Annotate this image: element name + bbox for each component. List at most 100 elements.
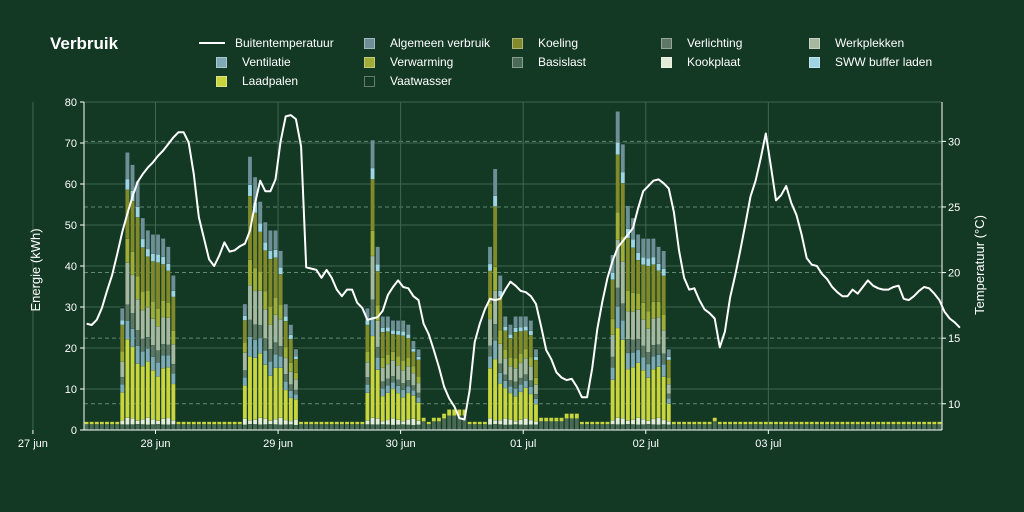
bar-segment-basislast xyxy=(646,424,651,431)
bar-segment-verlichting xyxy=(395,379,401,387)
bar-segment-ventilatie xyxy=(518,384,523,393)
legend-item-kookplaat[interactable]: Kookplaat xyxy=(661,55,740,69)
legend-item-sww-buffer-laden[interactable]: SWW buffer laden xyxy=(809,55,932,69)
bar-segment-vaatwasser xyxy=(125,151,130,153)
bar-segment-vaatwasser xyxy=(666,347,671,350)
bar-segment-basislast xyxy=(865,424,871,431)
bar-segment-basislast xyxy=(283,424,288,431)
bar-segment-laadpalen xyxy=(758,421,763,425)
bar-segment-basislast xyxy=(784,424,789,431)
bar-segment-verlichting xyxy=(528,380,534,387)
bar-segment-verwarming xyxy=(390,351,396,361)
legend-item-laadpalen[interactable]: Laadpalen xyxy=(216,74,298,88)
bar-segment-sww-buffer-laden xyxy=(155,254,161,263)
bar-segment-sww-buffer-laden xyxy=(268,250,273,260)
bar-segment-laadpalen xyxy=(937,421,942,425)
bar-segment-verlichting xyxy=(130,313,135,329)
bar-segment-koeling xyxy=(656,270,661,302)
bar-segment-ventilatie xyxy=(283,381,288,391)
bar-segment-laadpalen xyxy=(840,421,845,425)
bar-segment-algemeen-verbruik xyxy=(385,316,391,328)
tick-label-y-right: 20 xyxy=(948,268,960,280)
bar-segment-vaatwasser xyxy=(161,237,166,239)
bar-segment-verwarming xyxy=(268,305,273,325)
bar-segment-sww-buffer-laden xyxy=(492,195,498,207)
bar-segment-werkplekken xyxy=(390,360,396,377)
bar-segment-algemeen-verbruik xyxy=(523,316,528,327)
bar-segment-werkplekken xyxy=(145,306,150,338)
bar-segment-koeling xyxy=(135,217,140,277)
bar-segment-basislast xyxy=(477,424,482,431)
bar-segment-werkplekken xyxy=(528,366,534,381)
bar-segment-verwarming xyxy=(278,304,283,320)
legend-item-basislast[interactable]: Basislast xyxy=(512,55,586,69)
bar-segment-laadpalen xyxy=(365,392,370,421)
legend-item-verwarming[interactable]: Verwarming xyxy=(364,55,453,69)
bar-segment-verlichting xyxy=(641,345,646,358)
bar-segment-koeling xyxy=(278,273,283,305)
bar-segment-laadpalen xyxy=(860,421,865,425)
bar-segment-laadpalen xyxy=(431,417,436,422)
bar-segment-sww-buffer-laden xyxy=(395,330,401,336)
bar-segment-basislast xyxy=(273,424,278,431)
bar-segment-laadpalen xyxy=(590,421,595,425)
bar-segment-laadpalen xyxy=(130,346,135,419)
bar-segment-verlichting xyxy=(533,393,539,399)
legend-item-vaatwasser[interactable]: Vaatwasser xyxy=(364,74,452,88)
bar-segment-algemeen-verbruik xyxy=(651,238,656,258)
bar-segment-algemeen-verbruik xyxy=(508,324,513,335)
bar-segment-algemeen-verbruik xyxy=(293,348,299,357)
bar-segment-laadpalen xyxy=(549,417,554,422)
bar-segment-ventilatie xyxy=(508,386,513,394)
bar-segment-koeling xyxy=(171,296,176,331)
bar-segment-basislast xyxy=(375,424,380,431)
bar-segment-vaatwasser xyxy=(523,315,528,317)
bar-segment-laadpalen xyxy=(865,421,871,425)
bar-segment-basislast xyxy=(355,424,360,431)
bar-segment-laadpalen xyxy=(237,421,242,425)
bar-segment-werkplekken xyxy=(278,319,283,347)
bar-segment-sww-buffer-laden xyxy=(150,253,156,262)
legend-item-buitentemperatuur[interactable]: Buitentemperatuur xyxy=(199,36,334,50)
legend-item-verlichting[interactable]: Verlichting xyxy=(661,36,742,50)
bar-segment-basislast xyxy=(722,424,728,431)
bar-segment-sww-buffer-laden xyxy=(646,257,651,267)
bar-segment-basislast xyxy=(252,424,258,431)
bar-segment-laadpalen xyxy=(89,421,94,425)
bar-segment-laadpalen xyxy=(447,409,452,416)
legend-item-ventilatie[interactable]: Ventilatie xyxy=(216,55,291,69)
bar-segment-ventilatie xyxy=(620,320,625,340)
bar-segment-verlichting xyxy=(278,345,283,357)
bar-segment-werkplekken xyxy=(401,370,406,384)
bar-segment-laadpalen xyxy=(773,421,779,425)
bar-segment-werkplekken xyxy=(513,368,518,382)
bar-segment-basislast xyxy=(349,424,355,431)
legend-item-koeling[interactable]: Koeling xyxy=(512,36,578,50)
bar-segment-laadpalen xyxy=(901,421,906,425)
bar-segment-kookplaat xyxy=(630,419,636,425)
legend-item-algemeen-verbruik[interactable]: Algemeen verbruik xyxy=(364,36,490,50)
bar-segment-basislast xyxy=(533,424,539,431)
bar-segment-verwarming xyxy=(533,377,539,385)
bar-segment-laadpalen xyxy=(927,421,932,425)
bar-segment-ventilatie xyxy=(135,345,140,364)
bar-segment-basislast xyxy=(789,424,794,431)
bar-segment-laadpalen xyxy=(533,403,539,422)
bar-segment-verlichting xyxy=(380,381,385,389)
bar-segment-kookplaat xyxy=(528,419,534,425)
bar-segment-laadpalen xyxy=(467,421,472,425)
bar-segment-vaatwasser xyxy=(258,200,263,202)
bar-segment-laadpalen xyxy=(707,421,712,425)
bar-segment-verwarming xyxy=(365,351,370,363)
legend-label: Kookplaat xyxy=(687,55,741,69)
bar-segment-verwarming xyxy=(661,314,666,331)
bar-segment-basislast xyxy=(150,424,156,431)
bar-segment-sww-buffer-laden xyxy=(273,249,278,258)
legend-label: Vaatwasser xyxy=(390,74,452,88)
bar-segment-verwarming xyxy=(273,297,278,316)
bar-segment-laadpalen xyxy=(748,421,753,425)
bar-segment-verlichting xyxy=(125,304,130,321)
bar-segment-basislast xyxy=(411,424,416,431)
tick-label-x: 01 jul xyxy=(510,438,536,450)
legend-item-werkplekken[interactable]: Werkplekken xyxy=(809,36,904,50)
